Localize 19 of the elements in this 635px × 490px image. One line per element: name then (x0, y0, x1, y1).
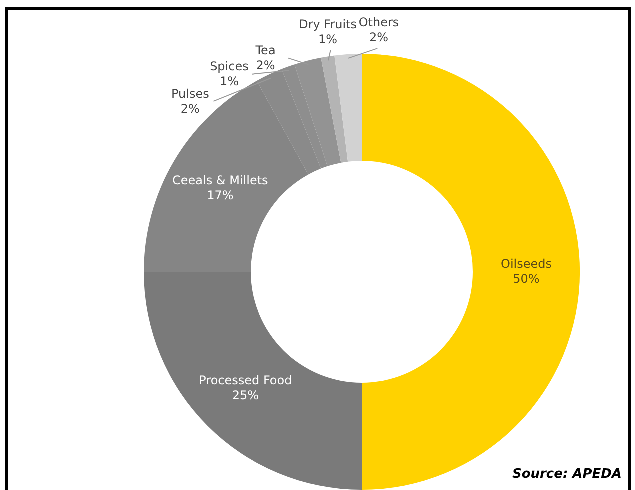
data-label: 1% (220, 74, 239, 89)
donut-slice (334, 54, 362, 162)
donut-slice (321, 56, 348, 163)
slice-label: Others (358, 16, 400, 30)
slice-label: Processed Food (199, 373, 292, 388)
data-label: 50% (513, 272, 540, 286)
data-label: 1% (318, 32, 338, 46)
slice-label: Dry Fruits (299, 17, 358, 32)
slice-label: Oilseeds (501, 257, 552, 271)
slice-label: Spices (210, 60, 249, 74)
slice-label: Ceeals & Millets (172, 173, 268, 188)
slice-label: Pulses (171, 86, 210, 101)
data-label: 17% (207, 188, 234, 202)
data-label: 2% (180, 102, 200, 116)
data-label: 25% (232, 388, 260, 402)
source-note: Source: APEDA (512, 467, 622, 482)
slice-label: Tea (254, 43, 276, 58)
data-label: 2% (369, 30, 389, 45)
data-label: 2% (256, 58, 276, 72)
